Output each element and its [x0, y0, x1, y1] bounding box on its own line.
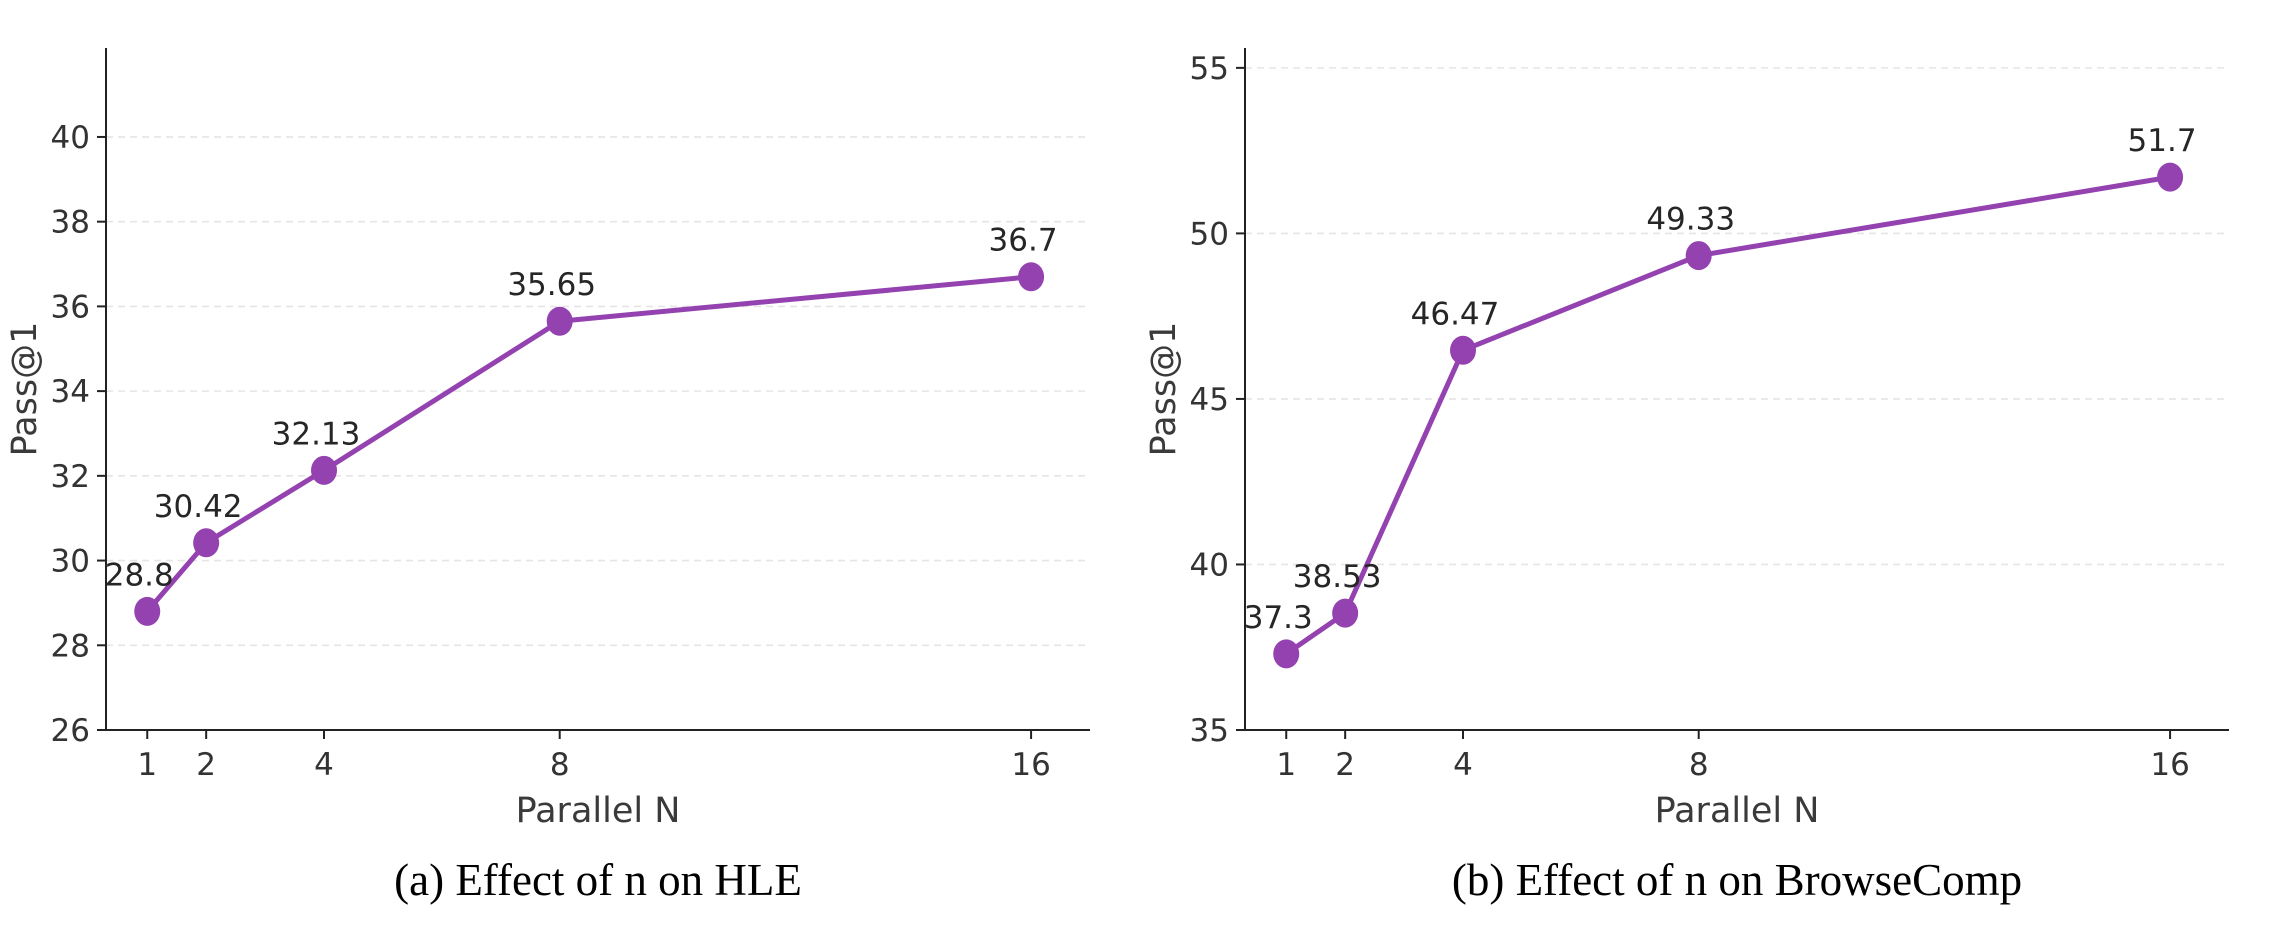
y-tick-label: 32: [51, 459, 90, 495]
browsecomp-line-plot: 35 40 45 50 55 1 2 4 8 16 Parallel N Pass@1 37.3 38.5…: [1144, 48, 2229, 831]
x-tick-label: 2: [1335, 747, 1355, 783]
hle-line-plot: 26 28 30 32 34 36 38 40 1 2 4 8 16 Parallel N Pass@1 28…: [5, 48, 1090, 831]
x-tick-label: 8: [1689, 747, 1709, 783]
value-label: 38.53: [1293, 559, 1382, 595]
x-tick-label: 4: [1453, 747, 1473, 783]
data-point: [193, 528, 220, 558]
x-axis-label: Parallel N: [516, 791, 681, 831]
value-label: 28.8: [105, 557, 174, 593]
data-point: [1685, 241, 1712, 271]
data-point: [2157, 162, 2184, 192]
y-tick-label: 40: [51, 120, 90, 156]
x-tick-label: 1: [1276, 747, 1296, 783]
data-point: [1450, 335, 1477, 365]
data-point: [1018, 262, 1045, 292]
y-tick-label: 26: [51, 713, 90, 749]
value-label: 32.13: [272, 416, 361, 452]
caption-a: (a) Effect of n on HLE: [394, 855, 802, 905]
y-tick-label: 35: [1190, 713, 1229, 749]
x-tick-label: 16: [2150, 747, 2189, 783]
y-tick-label: 55: [1190, 51, 1229, 87]
data-point: [546, 306, 573, 336]
x-tick-label: 8: [550, 747, 570, 783]
x-tick-label: 2: [196, 747, 216, 783]
value-label: 35.65: [507, 267, 596, 303]
value-label: 49.33: [1646, 202, 1735, 238]
x-axis-label: Parallel N: [1655, 791, 1820, 831]
chart-browsecomp: 35 40 45 50 55 1 2 4 8 16 Parallel N Pass@1 37.3 38.5…: [1139, 0, 2278, 940]
series-line: [1284, 174, 2171, 656]
y-tick-label: 28: [51, 628, 90, 664]
y-tick-label: 34: [51, 374, 90, 410]
value-label: 51.7: [2128, 123, 2197, 159]
y-tick-label: 38: [51, 205, 90, 241]
x-tick-label: 1: [137, 747, 157, 783]
data-point: [134, 596, 161, 626]
y-tick-label: 40: [1190, 547, 1229, 583]
y-tick-label: 36: [51, 289, 90, 325]
x-tick-label: 16: [1011, 747, 1050, 783]
value-label: 37.3: [1244, 600, 1313, 636]
chart-hle: 26 28 30 32 34 36 38 40 1 2 4 8 16 Parallel N Pass@1 28…: [5, 48, 1090, 905]
data-point: [1332, 598, 1359, 628]
value-label: 30.42: [154, 489, 243, 525]
data-point: [311, 455, 338, 485]
y-axis-label: Pass@1: [1144, 322, 1184, 457]
caption-b: (b) Effect of n on BrowseComp: [1451, 855, 2023, 905]
y-axis-label: Pass@1: [5, 322, 45, 457]
data-point: [1273, 639, 1300, 669]
value-label: 36.7: [989, 223, 1058, 259]
y-tick-label: 45: [1190, 382, 1229, 418]
x-tick-label: 4: [314, 747, 334, 783]
y-tick-label: 30: [51, 544, 90, 580]
y-tick-label: 50: [1190, 216, 1229, 252]
value-label: 46.47: [1411, 296, 1500, 332]
